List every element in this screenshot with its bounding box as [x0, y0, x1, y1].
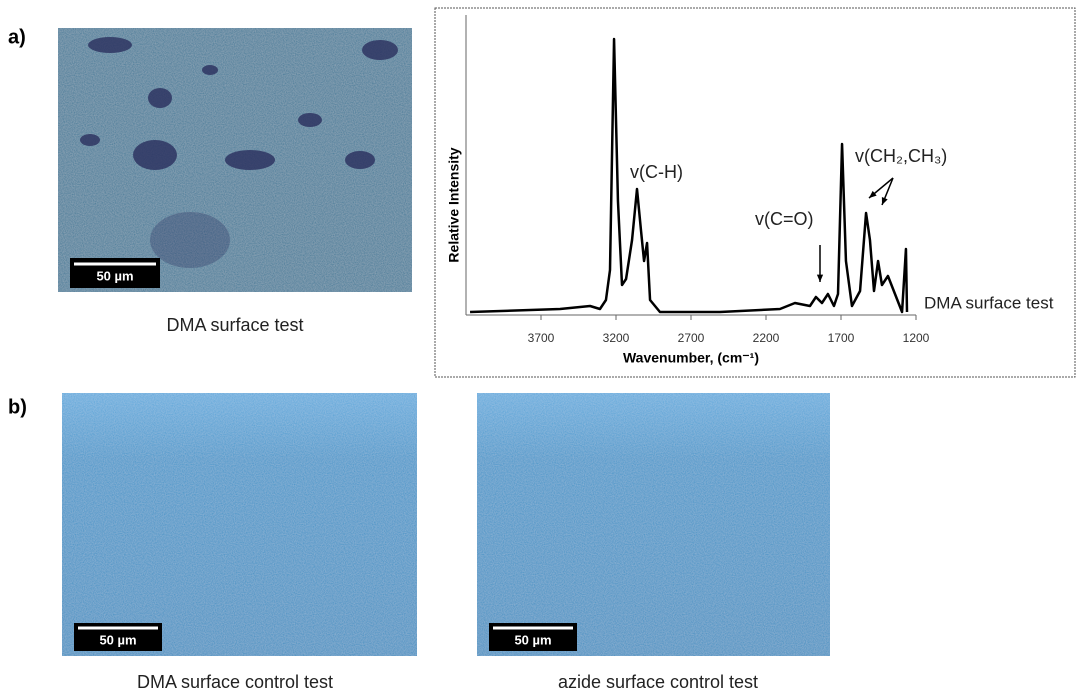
chart-frame — [434, 7, 1076, 378]
spectrum-line — [470, 37, 909, 314]
arrow-head — [881, 197, 888, 205]
caption: DMA surface test — [166, 315, 303, 335]
annotation: v(CH₂,CH₃) — [855, 146, 947, 166]
micrograph — [62, 393, 417, 656]
x-tick-label: 1200 — [903, 331, 930, 345]
scale-label: 50 µm — [514, 632, 551, 647]
annotation: v(C=O) — [755, 209, 814, 229]
x-tick-label: 2200 — [753, 331, 780, 345]
arrow-head — [869, 190, 877, 198]
x-tick-label: 3200 — [603, 331, 630, 345]
dark-domains — [80, 37, 398, 268]
x-axis-label: Wavenumber, (cm⁻¹) — [623, 350, 759, 366]
x-tick-label: 2700 — [678, 331, 705, 345]
micrograph — [477, 393, 830, 656]
caption: azide surface control test — [558, 672, 758, 692]
scale-label: 50 µm — [99, 632, 136, 647]
scale-label: 50 µm — [96, 268, 133, 283]
panel-label: b) — [8, 396, 27, 418]
series-label: DMA surface test — [924, 293, 1054, 312]
x-tick-label: 3700 — [528, 331, 555, 345]
arrow-head — [816, 274, 824, 282]
caption: DMA surface control test — [137, 672, 333, 692]
y-axis-label: Relative Intensity — [446, 147, 462, 262]
x-tick-label: 1700 — [828, 331, 855, 345]
panel-label: a) — [8, 26, 26, 48]
annotation: v(C-H) — [630, 162, 683, 182]
